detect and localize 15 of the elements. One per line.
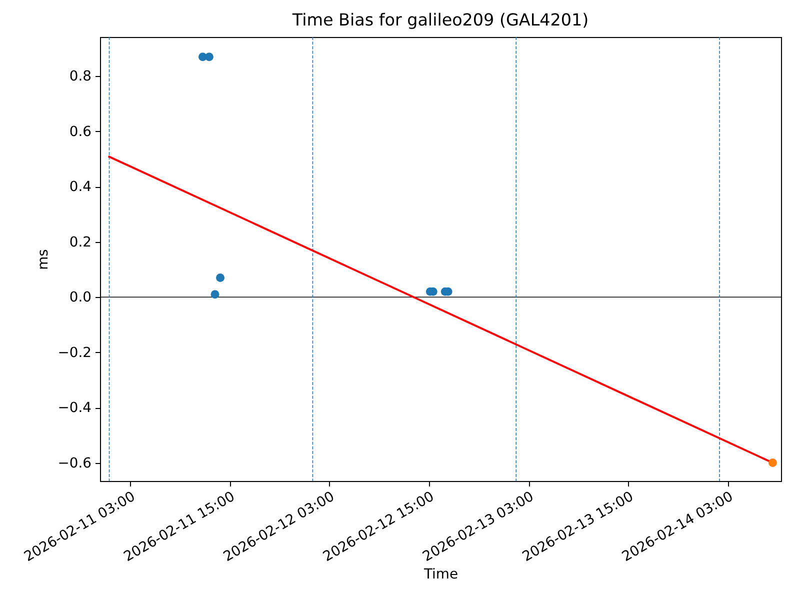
- y-tick-label: 0.4: [69, 179, 92, 196]
- y-tick-label: 0.0: [69, 290, 92, 306]
- y-axis-title: ms: [36, 249, 52, 270]
- chart-title: Time Bias for galileo209 (GAL4201): [291, 9, 589, 30]
- y-tick-label: −0.6: [58, 455, 92, 472]
- y-tick-label: 0.2: [69, 234, 92, 250]
- x-axis-title: Time: [423, 566, 458, 582]
- point: [216, 274, 224, 282]
- y-tick-label: 0.6: [69, 124, 92, 140]
- y-tick-label: −0.2: [58, 344, 92, 361]
- point: [768, 458, 777, 468]
- y-tick-label: −0.4: [58, 400, 92, 416]
- point: [210, 290, 220, 299]
- y-tick-label: 0.8: [69, 68, 92, 85]
- point: [204, 52, 214, 62]
